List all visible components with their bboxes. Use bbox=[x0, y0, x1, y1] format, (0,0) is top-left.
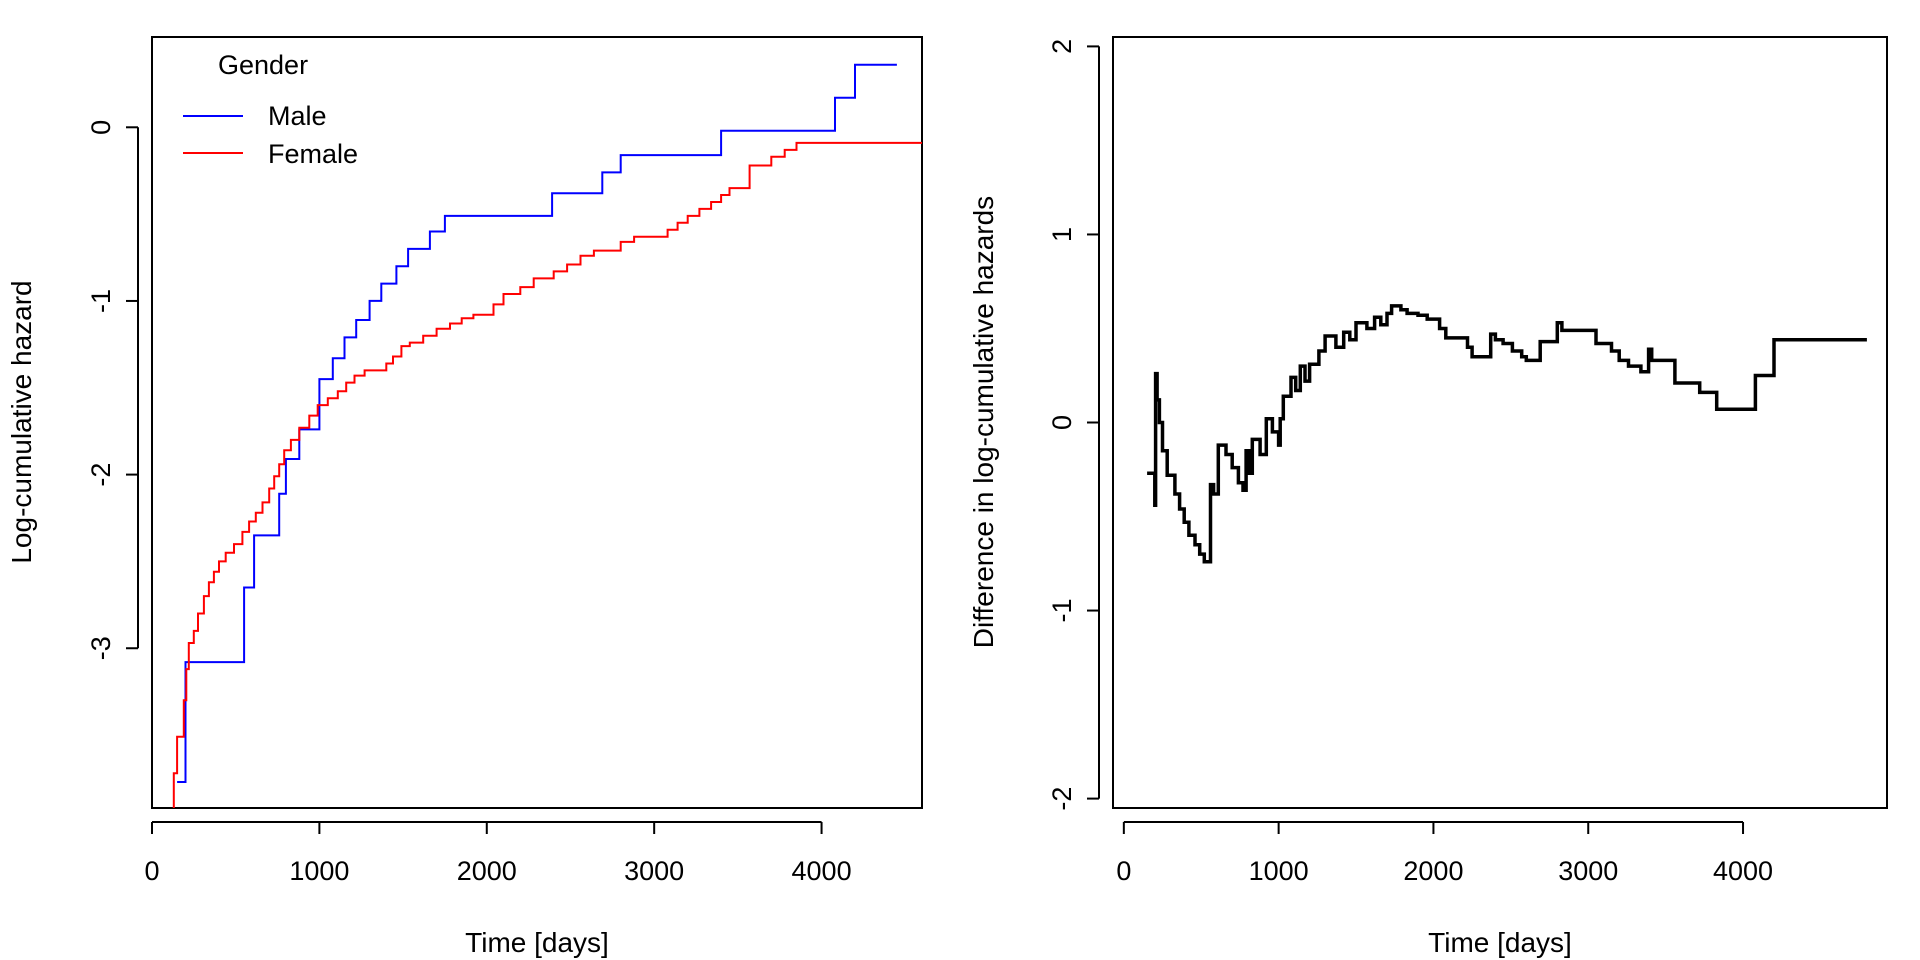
left-plot-frame bbox=[151, 36, 923, 809]
y-tick-label: 2 bbox=[1047, 39, 1077, 54]
legend-label-female: Female bbox=[268, 139, 358, 169]
y-tick-label: 0 bbox=[86, 120, 116, 135]
y-tick-label: -3 bbox=[86, 636, 116, 660]
x-tick-label: 0 bbox=[144, 856, 159, 886]
right-y-axis-title: Difference in log-cumulative hazards bbox=[968, 196, 999, 648]
series-line-male bbox=[177, 63, 897, 783]
x-tick-label: 4000 bbox=[792, 856, 852, 886]
y-tick-label: -2 bbox=[1047, 787, 1077, 811]
x-tick-label: 2000 bbox=[1403, 856, 1463, 886]
x-tick-label: 3000 bbox=[624, 856, 684, 886]
right-x-axis-title: Time [days] bbox=[1428, 927, 1572, 958]
y-tick-label: -1 bbox=[1047, 599, 1077, 623]
y-tick-label: 0 bbox=[1047, 415, 1077, 430]
left-plot-series bbox=[172, 63, 922, 808]
right-y-axis: -2 -1 0 1 2 bbox=[1047, 39, 1100, 811]
series-line-female bbox=[172, 141, 922, 808]
left-x-axis-title: Time [days] bbox=[465, 927, 609, 958]
left-y-axis-title: Log-cumulative hazard bbox=[6, 280, 37, 563]
left-panel: 0 1000 2000 3000 4000 -3 -2 -1 0 Time [days] Lo… bbox=[6, 36, 923, 958]
left-x-axis: 0 1000 2000 3000 4000 bbox=[144, 821, 852, 886]
right-panel: 0 1000 2000 3000 4000 -2 -1 0 1 2 Time [days] Di… bbox=[968, 36, 1888, 958]
x-tick-label: 0 bbox=[1116, 856, 1131, 886]
series-line-difference bbox=[1147, 304, 1867, 564]
right-plot-frame bbox=[1112, 36, 1888, 809]
y-tick-label: -2 bbox=[86, 463, 116, 487]
x-tick-label: 3000 bbox=[1558, 856, 1618, 886]
legend-title: Gender bbox=[218, 50, 308, 80]
x-tick-label: 1000 bbox=[289, 856, 349, 886]
legend: Gender Male Female bbox=[183, 50, 358, 169]
right-x-axis: 0 1000 2000 3000 4000 bbox=[1116, 821, 1773, 886]
left-y-axis: -3 -2 -1 0 bbox=[86, 120, 139, 660]
legend-label-male: Male bbox=[268, 101, 327, 131]
y-tick-label: -1 bbox=[86, 289, 116, 313]
x-tick-label: 2000 bbox=[457, 856, 517, 886]
x-tick-label: 4000 bbox=[1713, 856, 1773, 886]
right-plot-series bbox=[1147, 304, 1867, 564]
y-tick-label: 1 bbox=[1047, 227, 1077, 242]
x-tick-label: 1000 bbox=[1249, 856, 1309, 886]
